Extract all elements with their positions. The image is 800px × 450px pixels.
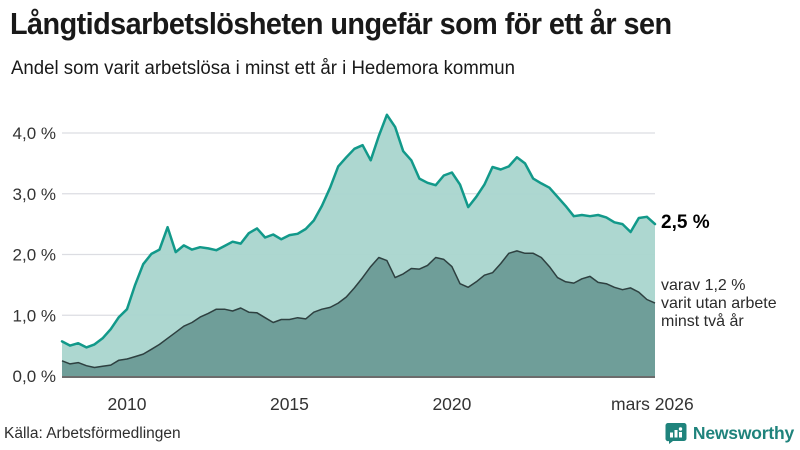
x-tick-label: mars 2026 xyxy=(611,394,694,414)
series-line-total xyxy=(60,113,657,349)
x-axis-labels: 2010 2015 2020 mars 2026 xyxy=(108,394,694,414)
newsworthy-logo[interactable]: Newsworthy xyxy=(665,422,794,444)
series-area-secondary xyxy=(62,250,655,376)
x-tick-label: 2015 xyxy=(270,394,309,414)
y-tick-label: 0,0 % xyxy=(13,367,56,386)
source-credit: Källa: Arbetsförmedlingen xyxy=(4,425,181,442)
x-tick-label: 2010 xyxy=(108,394,147,414)
y-axis-labels: 0,0 % 1,0 % 2,0 % 3,0 % 4,0 % xyxy=(13,124,56,386)
series-line-secondary xyxy=(61,250,656,369)
newsworthy-icon xyxy=(665,423,687,444)
secondary-annotation: varav 1,2 % varit utan arbete minst två … xyxy=(661,277,777,331)
y-tick-label: 3,0 % xyxy=(13,185,56,204)
y-tick-label: 4,0 % xyxy=(13,124,56,143)
secondary-annotation-line-1: varav 1,2 % xyxy=(661,277,746,295)
y-tick-label: 2,0 % xyxy=(13,246,56,265)
latest-value-label: 2,5 % xyxy=(661,212,710,234)
x-tick-label: 2020 xyxy=(432,394,471,414)
chart-title: Långtidsarbetslösheten ungefär som för e… xyxy=(10,6,672,41)
secondary-annotation-line-2: varit utan arbete xyxy=(661,295,777,313)
secondary-annotation-line-3: minst två år xyxy=(661,313,744,331)
newsworthy-wordmark: Newsworthy xyxy=(692,422,794,443)
chart-subtitle: Andel som varit arbetslösa i minst ett å… xyxy=(11,58,515,79)
y-tick-label: 1,0 % xyxy=(13,306,56,325)
